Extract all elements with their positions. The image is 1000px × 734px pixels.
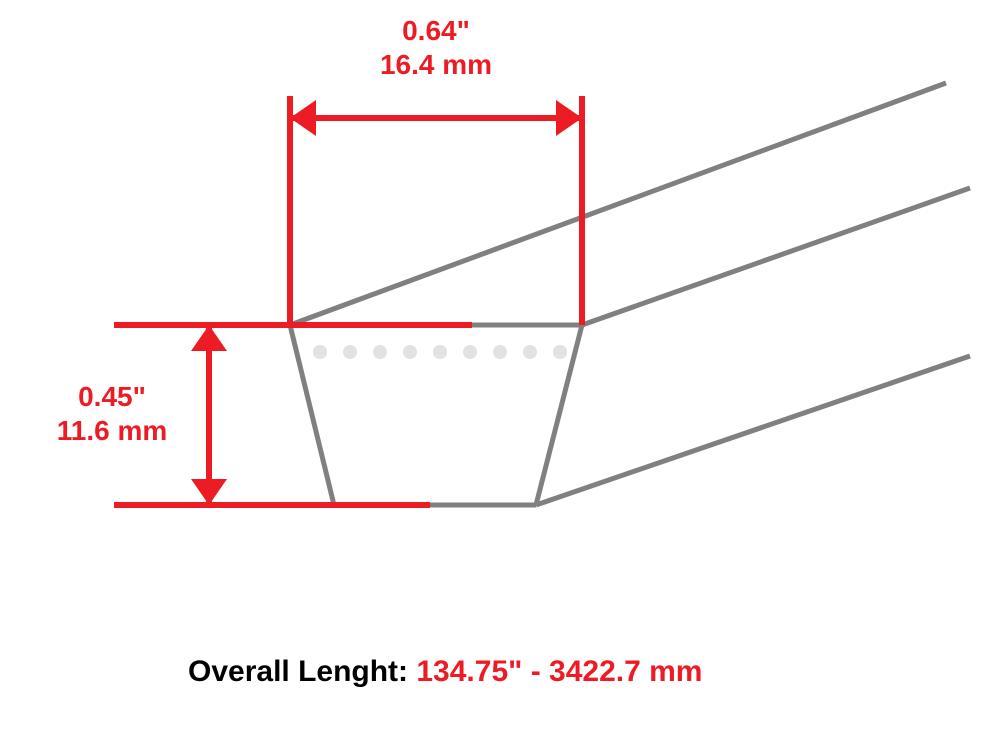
height-label: 0.45" 11.6 mm [34, 380, 190, 447]
caption-val1: 134.75" [416, 655, 522, 688]
belt-diagram [0, 0, 1000, 729]
caption-val2: 3422.7 mm [549, 655, 702, 688]
caption-prefix: Overall Lenght: [188, 655, 416, 688]
width-label: 0.64" 16.4 mm [290, 14, 582, 81]
caption-sep: - [522, 655, 549, 688]
overall-length-caption: Overall Lenght: 134.75" - 3422.7 mm [188, 655, 702, 689]
belt-dots [313, 345, 567, 359]
width-inches: 0.64" [402, 15, 470, 46]
width-mm: 16.4 mm [380, 49, 492, 80]
height-mm: 11.6 mm [57, 415, 168, 446]
belt-body [290, 83, 970, 505]
height-inches: 0.45" [78, 381, 146, 412]
